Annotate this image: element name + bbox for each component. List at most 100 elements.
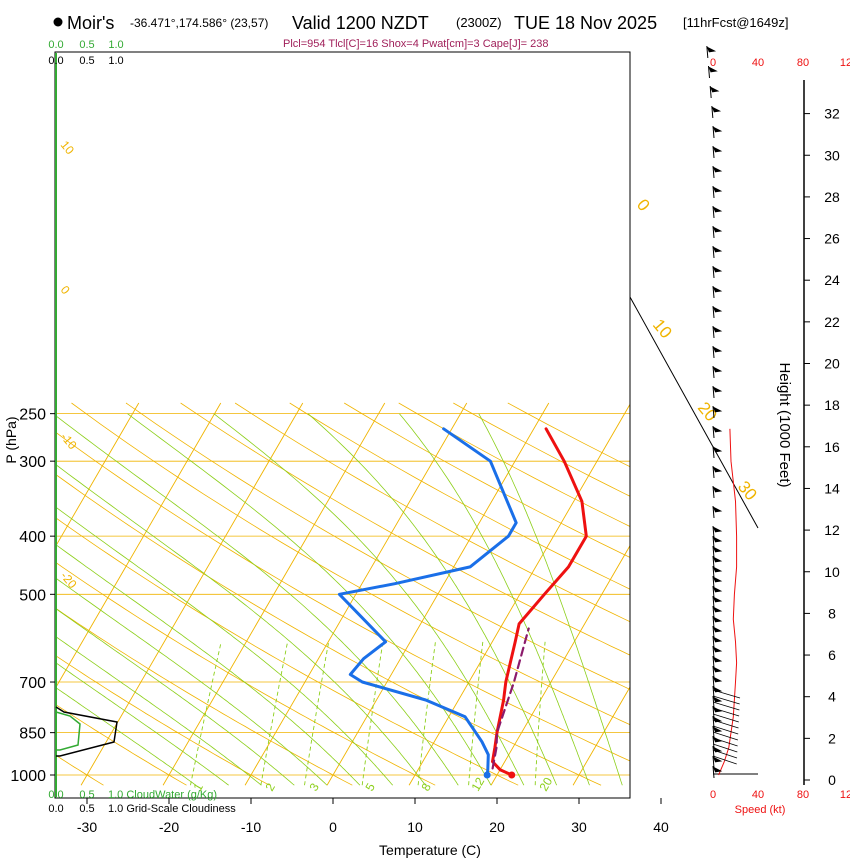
wind-barb-flag xyxy=(712,576,723,583)
wind-barb-staff xyxy=(712,695,740,705)
wind-barb-staff xyxy=(712,707,740,717)
wind-barb-staff xyxy=(712,285,715,299)
wind-barb-flag xyxy=(712,616,723,623)
mixing-ratio-label: 2 xyxy=(262,780,278,793)
valid-time: Valid 1200 NZDT xyxy=(292,13,429,33)
wind-barb-flag xyxy=(712,326,723,333)
wind-barb-staff xyxy=(712,605,715,619)
wind-barb-flag xyxy=(712,346,723,353)
wind-barb-flag xyxy=(712,676,723,683)
height-tick-label: 2 xyxy=(828,730,836,746)
wind-barb-staff xyxy=(712,555,715,569)
speed-bottom-tick: 12 xyxy=(840,789,850,801)
wind-barb-staff xyxy=(712,625,715,639)
height-tick-label: 14 xyxy=(824,480,840,496)
isotherm-line xyxy=(655,403,850,785)
isotherm-line xyxy=(572,686,630,786)
wind-barb-flag xyxy=(712,536,723,543)
height-tick-label: 30 xyxy=(824,147,840,163)
height-tick-label: 22 xyxy=(824,314,840,330)
moist-adiabat-line xyxy=(55,506,393,786)
cloud-water-profile xyxy=(55,711,81,751)
pressure-tick-label: 850 xyxy=(19,726,46,743)
mixing-ratio-label: 3 xyxy=(306,780,322,793)
cloudiness-bottom-tick: 0.0 xyxy=(48,803,63,815)
mixing-ratio-label: 20 xyxy=(536,775,555,794)
wind-barb-staff xyxy=(712,225,715,239)
cloud-top-tick: 0.5 xyxy=(79,39,94,51)
forecast-date: TUE 18 Nov 2025 xyxy=(514,13,657,33)
location-text: -36.471°,174.586° (23,57) xyxy=(130,16,268,30)
moist-adiabat-line xyxy=(55,543,361,786)
wind-barb-flag xyxy=(712,166,723,173)
height-tick-label: 28 xyxy=(824,189,840,205)
dry-adiabat-line xyxy=(55,561,436,786)
wind-barb-flag xyxy=(712,266,723,273)
wind-barb-staff xyxy=(712,525,715,539)
cloudiness-label: 1.0 Grid-Scale Cloudiness xyxy=(108,803,236,815)
wind-barb-staff xyxy=(712,485,715,499)
wind-barb-flag xyxy=(712,696,723,703)
wind-barb-flag xyxy=(706,46,717,53)
mixing-ratio-label: 5 xyxy=(362,780,378,793)
wind-barb-flag xyxy=(712,596,723,603)
parcel-line xyxy=(491,627,530,770)
wind-barb-flag xyxy=(712,566,723,573)
wind-barb-flag xyxy=(712,126,723,133)
utc-time: (2300Z) xyxy=(456,15,502,30)
wind-barb-flag xyxy=(712,146,723,153)
wind-barb-staff xyxy=(712,725,739,735)
forecast-run: [11hrFcst@1649z] xyxy=(683,15,788,30)
speed-top-tick: 80 xyxy=(797,57,809,69)
wind-barb-flag xyxy=(712,646,723,653)
wind-barb-staff xyxy=(712,325,715,339)
height-tick-label: 8 xyxy=(828,605,836,621)
speed-label: Speed (kt) xyxy=(735,804,786,816)
wind-barb-flag xyxy=(712,426,723,433)
moist-adiabat-line xyxy=(478,413,623,786)
pressure-tick-label: 700 xyxy=(19,675,46,692)
height-tick-label: 32 xyxy=(824,106,840,122)
wind-barb-flag xyxy=(712,486,723,493)
dry-adiabat-line xyxy=(55,431,630,762)
dry-adiabat-line xyxy=(398,402,630,527)
stability-indices: Plcl=954 Tlcl[C]=16 Shox=4 Pwat[cm]=3 Ca… xyxy=(283,38,548,50)
wind-barb-staff xyxy=(712,719,739,729)
wind-barb-flag xyxy=(712,526,723,533)
wind-barb-staff xyxy=(712,425,715,439)
dry-adiabat-line xyxy=(55,607,353,786)
pressure-tick-label: 400 xyxy=(19,529,46,546)
wind-barb-staff xyxy=(712,765,715,779)
wind-barb-flag xyxy=(712,286,723,293)
x-tick-label: 30 xyxy=(571,819,587,835)
wind-barb-staff xyxy=(712,405,715,419)
dry-adiabat-line xyxy=(55,473,602,786)
height-tick-label: 0 xyxy=(828,772,836,788)
isotherm-line xyxy=(55,402,140,549)
wind-barb-staff xyxy=(712,689,741,699)
cloudiness-top-tick: 1.0 xyxy=(108,55,123,67)
wind-barb-flag xyxy=(712,556,723,563)
dewpoint-surface-point xyxy=(483,771,491,779)
wind-barb-staff xyxy=(712,615,715,629)
wind-barb-staff xyxy=(712,265,715,279)
wind-barb-flag xyxy=(712,206,723,213)
cloud-top-tick: 0.0 xyxy=(48,39,63,51)
pressure-tick-label: 500 xyxy=(19,587,46,604)
wind-barb-flag xyxy=(712,586,723,593)
moist-adiabat-line xyxy=(307,413,558,786)
brand-dot-icon xyxy=(53,17,63,27)
wind-barb-flag xyxy=(712,766,723,773)
wind-barb-staff xyxy=(712,737,738,747)
wind-barb-staff xyxy=(712,655,715,669)
cloudiness-top-tick: 0.5 xyxy=(79,55,94,67)
wind-barb-flag xyxy=(712,186,723,193)
wind-barb-staff xyxy=(708,65,710,79)
mixing-ratio-line xyxy=(190,641,222,786)
wind-barb-staff xyxy=(712,635,715,649)
pressure-tick-label: 300 xyxy=(19,454,46,471)
mixing-ratio-label: 8 xyxy=(418,780,434,793)
wind-barb-staff xyxy=(712,645,715,659)
x-tick-label: -30 xyxy=(77,819,97,835)
moist-adiabat-line xyxy=(55,661,229,786)
